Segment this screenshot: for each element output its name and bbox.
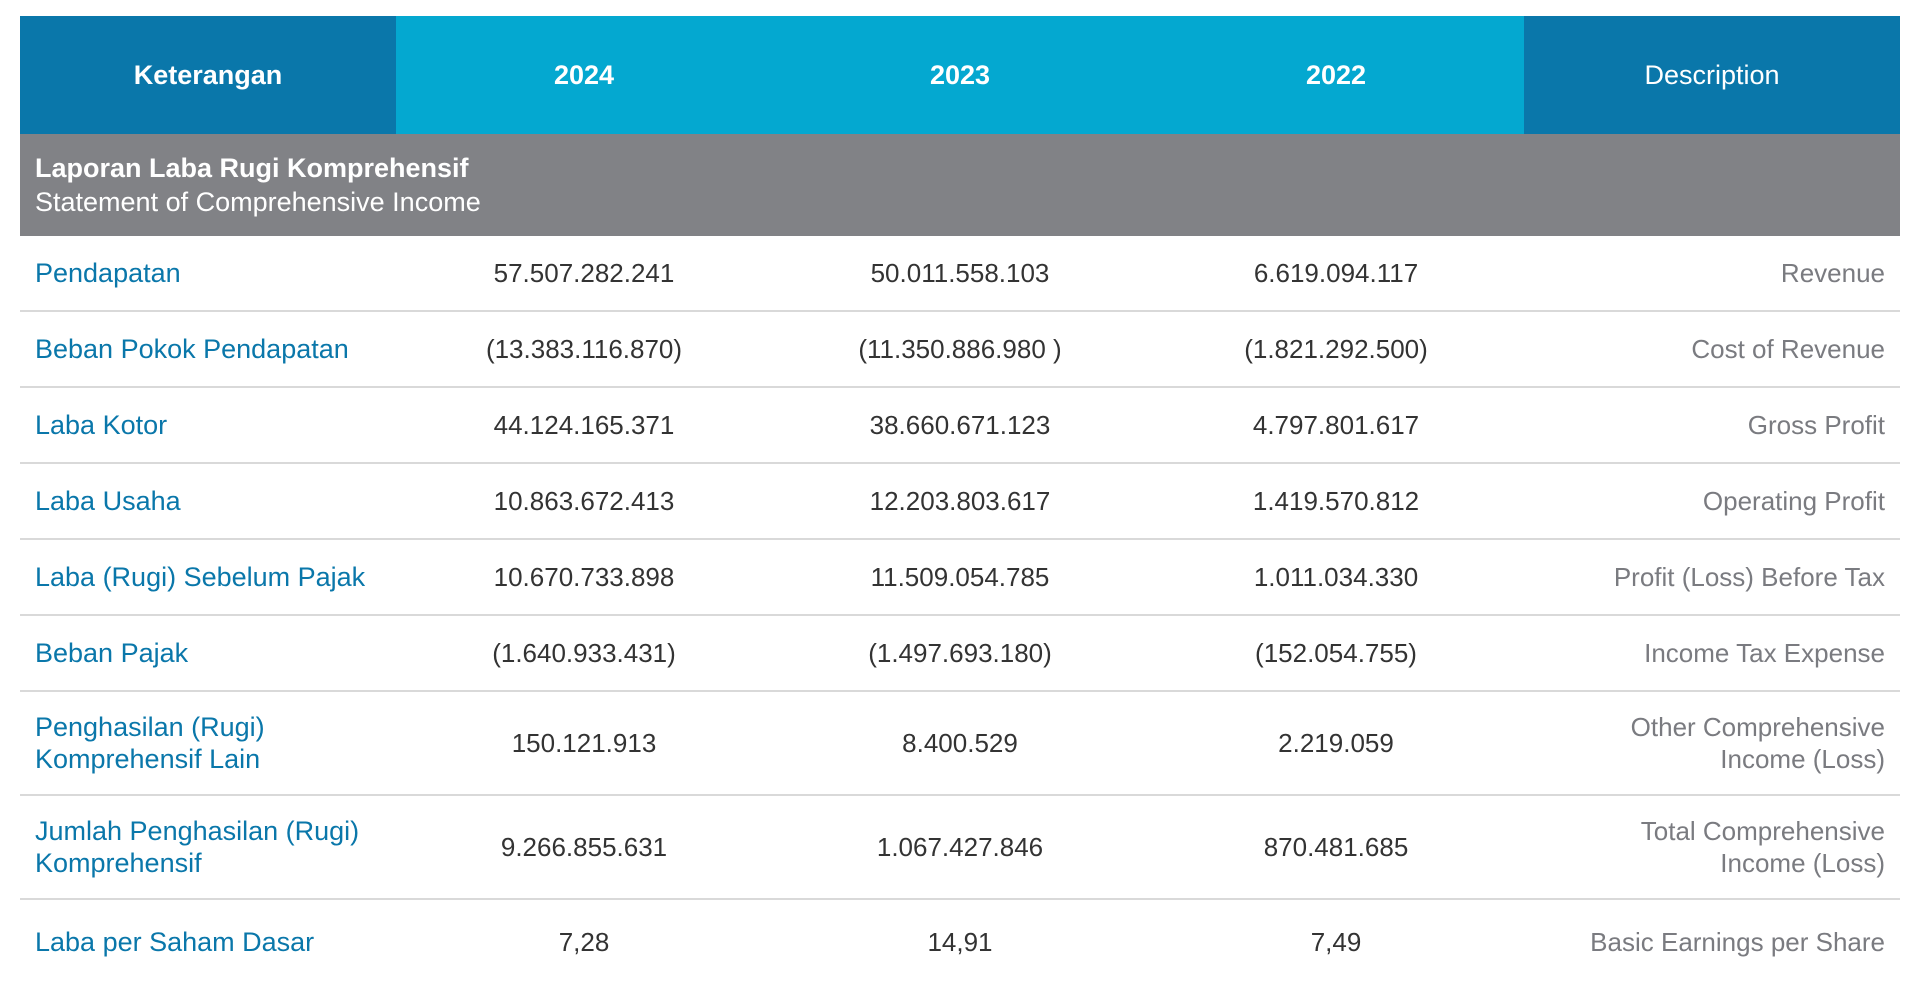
row-label: Jumlah Penghasilan (Rugi) Komprehensif [20,815,396,879]
row-label-line: Jumlah Penghasilan (Rugi) [35,816,360,846]
row-description: Gross Profit [1524,409,1900,441]
value-2023: 1.067.427.846 [876,831,1044,862]
header-year-2022: 2022 [1148,16,1524,134]
value-2024: 57.507.282.241 [493,257,675,288]
row-label-line: Komprehensif Lain [35,744,261,774]
table-row: Beban Pokok Pendapatan (13.383.116.870) (1… [20,312,1900,388]
value-2023: (1.497.693.180) [868,637,1052,668]
row-label: Laba (Rugi) Sebelum Pajak [20,561,396,593]
row-description-line: Income (Loss) [1720,848,1885,878]
value-2024: 9.266.855.631 [500,831,668,862]
financial-table: Keterangan 2024 2023 2022 Description La… [20,16,1900,984]
section-title-en: Statement of Comprehensive Income [35,187,481,217]
row-label-line: Laba Kotor [35,410,168,440]
value-2022: 7,49 [1310,926,1362,957]
row-description: Total Comprehensive Income (Loss) [1524,815,1900,879]
value-2024: (13.383.116.870) [485,333,683,364]
row-label: Laba Kotor [20,409,396,441]
row-description: Cost of Revenue [1524,333,1900,365]
value-2023: 12.203.803.617 [869,485,1051,516]
table-row: Laba Usaha 10.863.672.413 12.203.803.617 1.… [20,464,1900,540]
row-label-line: Laba (Rugi) Sebelum Pajak [35,562,366,592]
value-2023: 11.509.054.785 [870,561,1050,592]
value-2024: 44.124.165.371 [493,409,675,440]
row-label-line: Beban Pokok Pendapatan [35,334,349,364]
header-keterangan: Keterangan [20,16,396,134]
row-description-line: Operating Profit [1702,486,1885,516]
row-label: Penghasilan (Rugi) Komprehensif Lain [20,711,396,775]
row-description-line: Profit (Loss) Before Tax [1613,562,1885,592]
header-year-2023: 2023 [772,16,1148,134]
row-label-line: Komprehensif [35,848,202,878]
value-2023: 8.400.529 [902,727,1018,758]
value-2022: 2.219.059 [1278,727,1394,758]
row-description: Basic Earnings per Share [1524,926,1900,958]
table-row: Beban Pajak (1.640.933.431) (1.497.693.180… [20,616,1900,692]
value-2023: (11.350.886.980 ) [858,333,1062,364]
value-2024: 10.670.733.898 [493,561,675,592]
value-2024: 10.863.672.413 [493,485,675,516]
row-label-line: Laba per Saham Dasar [35,927,315,957]
row-description: Profit (Loss) Before Tax [1524,561,1900,593]
row-label-line: Penghasilan (Rugi) [35,712,265,742]
row-label: Beban Pokok Pendapatan [20,333,396,365]
value-2023: 38.660.671.123 [869,409,1051,440]
row-label: Beban Pajak [20,637,396,669]
row-description: Operating Profit [1524,485,1900,517]
value-2022: 1.011.034.330 [1253,561,1419,592]
section-title-id: Laporan Laba Rugi Komprehensif [35,153,469,183]
row-description-line: Revenue [1780,258,1885,288]
table-row: Penghasilan (Rugi) Komprehensif Lain 150.1… [20,692,1900,796]
value-2023: 50.011.558.103 [870,257,1050,288]
row-label: Laba per Saham Dasar [20,926,396,958]
table-row: Laba per Saham Dasar 7,28 14,91 7,49 Basic E… [20,900,1900,984]
value-2022: 870.481.685 [1263,831,1409,862]
table-row: Jumlah Penghasilan (Rugi) Komprehensif 9.2… [20,796,1900,900]
row-description-line: Cost of Revenue [1691,334,1885,364]
row-description: Revenue [1524,257,1900,289]
row-description: Other Comprehensive Income (Loss) [1524,711,1900,775]
row-description-line: Gross Profit [1747,410,1885,440]
value-2022: 6.619.094.117 [1253,257,1419,288]
row-description-line: Income (Loss) [1720,744,1885,774]
value-2024: 7,28 [558,926,610,957]
value-2023: 14,91 [927,926,993,957]
header-year-2024: 2024 [396,16,772,134]
table-header: Keterangan 2024 2023 2022 Description [20,16,1900,134]
table-body: Pendapatan 57.507.282.241 50.011.558.103 6.… [20,236,1900,984]
row-label-line: Laba Usaha [35,486,181,516]
row-label-line: Beban Pajak [35,638,189,668]
value-2022: 4.797.801.617 [1252,409,1420,440]
value-2022: (152.054.755) [1255,637,1417,668]
row-description-line: Income Tax Expense [1644,638,1885,668]
header-description: Description [1524,16,1900,134]
value-2024: (1.640.933.431) [492,637,676,668]
row-description-line: Basic Earnings per Share [1590,927,1885,957]
value-2022: 1.419.570.812 [1252,485,1420,516]
table-row: Pendapatan 57.507.282.241 50.011.558.103 6.… [20,236,1900,312]
value-2022: (1.821.292.500) [1244,333,1428,364]
row-description: Income Tax Expense [1524,637,1900,669]
value-2024: 150.121.913 [511,727,657,758]
row-label: Laba Usaha [20,485,396,517]
row-description-line: Other Comprehensive [1630,712,1885,742]
table-row: Laba Kotor 44.124.165.371 38.660.671.123 4.… [20,388,1900,464]
row-label-line: Pendapatan [35,258,181,288]
row-label: Pendapatan [20,257,396,289]
table-row: Laba (Rugi) Sebelum Pajak 10.670.733.898 1… [20,540,1900,616]
section-header: Laporan Laba Rugi Komprehensif Statement… [20,134,1900,236]
row-description-line: Total Comprehensive [1640,816,1885,846]
